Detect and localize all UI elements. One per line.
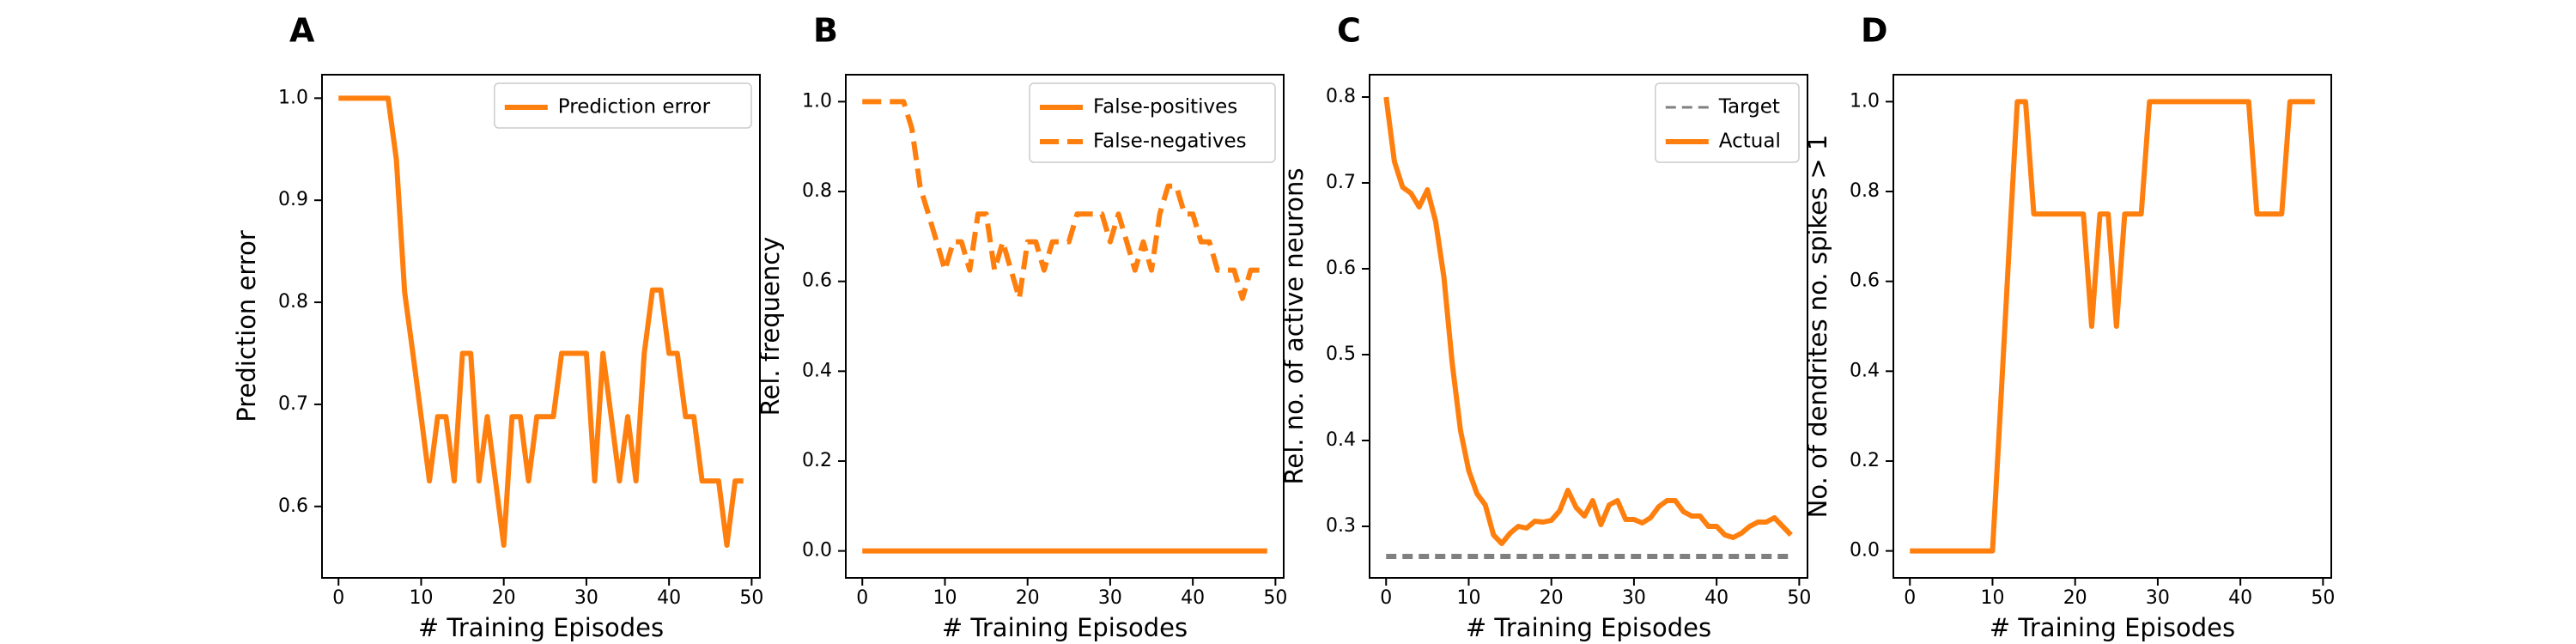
chart-panel-b: B 0 10 20 30 40 50 0.0 0.2 0.4 0.6 0.8 1.0 # Training… bbox=[756, 12, 1287, 643]
y-tick-label: 0.6 bbox=[1326, 258, 1356, 279]
y-tick-label: 0.6 bbox=[1850, 270, 1880, 292]
panel-letter: D bbox=[1861, 12, 1888, 50]
x-tick-label: 30 bbox=[2146, 587, 2170, 609]
x-tick-label: 50 bbox=[2311, 587, 2335, 609]
x-tick-label: 20 bbox=[2063, 587, 2087, 609]
x-axis-label: # Training Episodes bbox=[1466, 613, 1711, 642]
y-axis-label: No. of dendrites no. spikes > 1 bbox=[1803, 135, 1832, 519]
legend-box bbox=[494, 82, 752, 129]
panel-letter: B bbox=[813, 12, 838, 50]
y-tick-label: 0.4 bbox=[1850, 360, 1880, 381]
panel-letter: A bbox=[289, 12, 315, 50]
y-tick-label: 0.2 bbox=[1850, 450, 1880, 471]
x-axis-label: # Training Episodes bbox=[942, 613, 1188, 642]
x-tick-label: 0 bbox=[332, 587, 344, 609]
x-tick-label: 10 bbox=[933, 587, 957, 609]
plot-frame bbox=[845, 74, 1285, 579]
y-axis-label: Prediction error bbox=[232, 230, 261, 422]
y-tick-label: 0.8 bbox=[1850, 180, 1880, 202]
x-tick-label: 50 bbox=[739, 587, 763, 609]
y-tick-label: 0.0 bbox=[802, 540, 832, 562]
chart-panel-d: D 0 10 20 30 40 50 0.0 0.2 0.4 0.6 0.8 1.0 # Training… bbox=[1803, 12, 2335, 643]
y-tick-label: 0.4 bbox=[1326, 429, 1356, 451]
x-tick-label: 20 bbox=[492, 587, 516, 609]
x-tick-label: 20 bbox=[1540, 587, 1564, 609]
x-tick-label: 40 bbox=[2228, 587, 2252, 609]
y-tick-label: 0.6 bbox=[802, 270, 832, 292]
y-tick-label: 0.3 bbox=[1326, 515, 1356, 537]
x-tick-label: 10 bbox=[1456, 587, 1480, 609]
y-tick-label: 0.2 bbox=[802, 450, 832, 471]
plot-frame bbox=[1369, 74, 1808, 579]
y-tick-label: 0.5 bbox=[1326, 343, 1356, 365]
x-tick-label: 10 bbox=[409, 587, 433, 609]
y-tick-label: 0.4 bbox=[802, 360, 832, 381]
x-tick-label: 30 bbox=[574, 587, 598, 609]
y-axis-label: Rel. frequency bbox=[756, 237, 785, 416]
x-tick-label: 40 bbox=[1181, 587, 1205, 609]
x-tick-label: 30 bbox=[1622, 587, 1646, 609]
y-tick-label: 1.0 bbox=[802, 90, 832, 112]
x-axis-label: # Training Episodes bbox=[418, 613, 664, 642]
plot-frame bbox=[1893, 74, 2332, 579]
legend-label: Target bbox=[1718, 96, 1780, 118]
y-tick-label: 0.8 bbox=[1326, 86, 1356, 107]
legend-label: False-positives bbox=[1093, 96, 1237, 118]
x-tick-label: 0 bbox=[856, 587, 868, 609]
series-group bbox=[1383, 96, 1793, 559]
x-axis-label: # Training Episodes bbox=[1990, 613, 2235, 642]
y-tick-label: 0.8 bbox=[278, 291, 308, 313]
y-tick-label: 0.7 bbox=[1326, 172, 1356, 193]
y-tick-label: 0.9 bbox=[278, 189, 308, 210]
y-axis-label: Rel. no. of active neurons bbox=[1279, 168, 1309, 485]
chart-panel-c: C 0 10 20 30 40 50 0.3 0.4 0.5 0.6 0.7 0.8 # Training… bbox=[1279, 12, 1811, 643]
x-tick-label: 30 bbox=[1098, 587, 1122, 609]
x-tick-label: 20 bbox=[1016, 587, 1040, 609]
legend-label: Actual bbox=[1719, 131, 1781, 153]
series-group bbox=[862, 99, 1267, 554]
series-line-main bbox=[1910, 99, 2315, 554]
panel-letter: C bbox=[1337, 12, 1361, 50]
y-tick-label: 0.0 bbox=[1850, 540, 1880, 562]
y-tick-label: 1.0 bbox=[278, 87, 308, 108]
x-tick-label: 40 bbox=[1704, 587, 1728, 609]
x-tick-label: 50 bbox=[1787, 587, 1811, 609]
series-line-false-negatives bbox=[862, 99, 1267, 301]
y-tick-label: 0.8 bbox=[802, 180, 832, 202]
x-tick-label: 10 bbox=[1980, 587, 2004, 609]
x-tick-label: 40 bbox=[657, 587, 681, 609]
legend-box bbox=[1029, 82, 1276, 163]
y-tick-label: 0.6 bbox=[278, 495, 308, 517]
x-tick-label: 0 bbox=[1380, 587, 1392, 609]
series-group bbox=[1910, 99, 2315, 554]
legend: Target Actual bbox=[1655, 82, 1800, 163]
legend-label: False-negatives bbox=[1093, 131, 1247, 153]
legend: Prediction error bbox=[494, 82, 752, 129]
series-line-prediction-error bbox=[338, 95, 744, 548]
x-tick-label: 0 bbox=[1904, 587, 1916, 609]
legend-label: Prediction error bbox=[558, 96, 711, 118]
legend: False-positives False-negatives bbox=[1029, 82, 1276, 163]
series-group bbox=[338, 95, 744, 548]
plot-frame bbox=[321, 74, 761, 579]
y-tick-label: 0.7 bbox=[278, 393, 308, 415]
chart-panel-a: A 0 10 20 30 40 50 0.6 0.7 0.8 0.9 1.0 # Training Ep… bbox=[232, 12, 763, 643]
y-tick-label: 1.0 bbox=[1850, 90, 1880, 112]
x-tick-label: 50 bbox=[1263, 587, 1287, 609]
series-line-actual bbox=[1383, 96, 1793, 546]
